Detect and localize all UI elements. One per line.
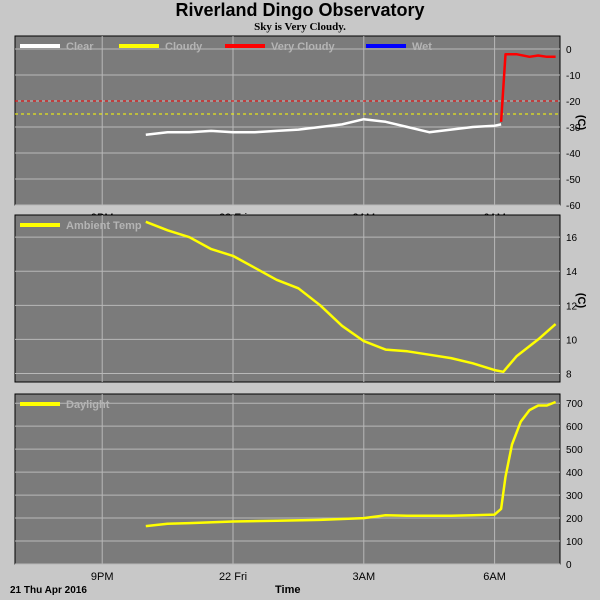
sky-y-tick-label: 0 bbox=[566, 45, 572, 56]
temperature-y-tick-label: 16 bbox=[566, 233, 578, 244]
sky-y-axis-label: (C) bbox=[575, 115, 587, 131]
daylight-y-tick-label: 700 bbox=[566, 399, 583, 410]
sky-y-tick-label: -50 bbox=[566, 175, 581, 186]
temperature-y-tick-label: 14 bbox=[566, 267, 578, 278]
temperature-legend-label: Ambient Temp bbox=[66, 220, 142, 232]
sky-y-tick-label: -20 bbox=[566, 97, 581, 108]
sky-y-tick-label: -30 bbox=[566, 123, 581, 134]
sky-series-clear bbox=[145, 117, 502, 137]
temperature-y-tick-label: 12 bbox=[566, 301, 578, 312]
daylight-y-tick-label: 200 bbox=[566, 514, 583, 525]
daylight-series-daylight bbox=[145, 400, 557, 528]
start-date-label: 21 Thu Apr 2016 bbox=[10, 585, 87, 596]
sky-legend-label: Very Cloudy bbox=[271, 41, 335, 53]
sky-y-tick-label: -40 bbox=[566, 149, 581, 160]
sky-y-tick-label: -60 bbox=[566, 201, 581, 212]
daylight-x-tick-label: 3AM bbox=[352, 571, 375, 583]
temperature-y-tick-label: 8 bbox=[566, 369, 572, 380]
temperature-y-axis-label: (C) bbox=[575, 293, 587, 309]
temperature-series-ambient-temp bbox=[145, 220, 557, 374]
daylight-y-tick-label: 0 bbox=[566, 560, 572, 571]
daylight-panel bbox=[14, 393, 561, 565]
sky-legend-label: Wet bbox=[412, 41, 432, 53]
sky-y-tick-label: -10 bbox=[566, 71, 581, 82]
sky-series-very-cloudy bbox=[499, 52, 556, 122]
page-title: Riverland Dingo Observatory bbox=[175, 0, 425, 20]
temperature-y-tick-label: 10 bbox=[566, 335, 578, 346]
sky-status-subtitle: Sky is Very Cloudy. bbox=[254, 21, 346, 33]
sky-legend-label: Clear bbox=[66, 41, 94, 53]
daylight-x-tick-label: 22 Fri bbox=[219, 571, 247, 583]
sky-panel bbox=[14, 35, 561, 206]
daylight-y-tick-label: 100 bbox=[566, 537, 583, 548]
daylight-y-tick-label: 500 bbox=[566, 445, 583, 456]
daylight-legend-label: Daylight bbox=[66, 399, 110, 411]
daylight-x-tick-label: 6AM bbox=[483, 571, 506, 583]
daylight-x-tick-label: 9PM bbox=[91, 571, 114, 583]
temperature-panel bbox=[14, 214, 561, 383]
daylight-y-tick-label: 300 bbox=[566, 491, 583, 502]
x-axis-label: Time bbox=[275, 584, 301, 596]
daylight-y-tick-label: 600 bbox=[566, 422, 583, 433]
daylight-y-tick-label: 400 bbox=[566, 468, 583, 479]
sky-legend-label: Cloudy bbox=[165, 41, 203, 53]
